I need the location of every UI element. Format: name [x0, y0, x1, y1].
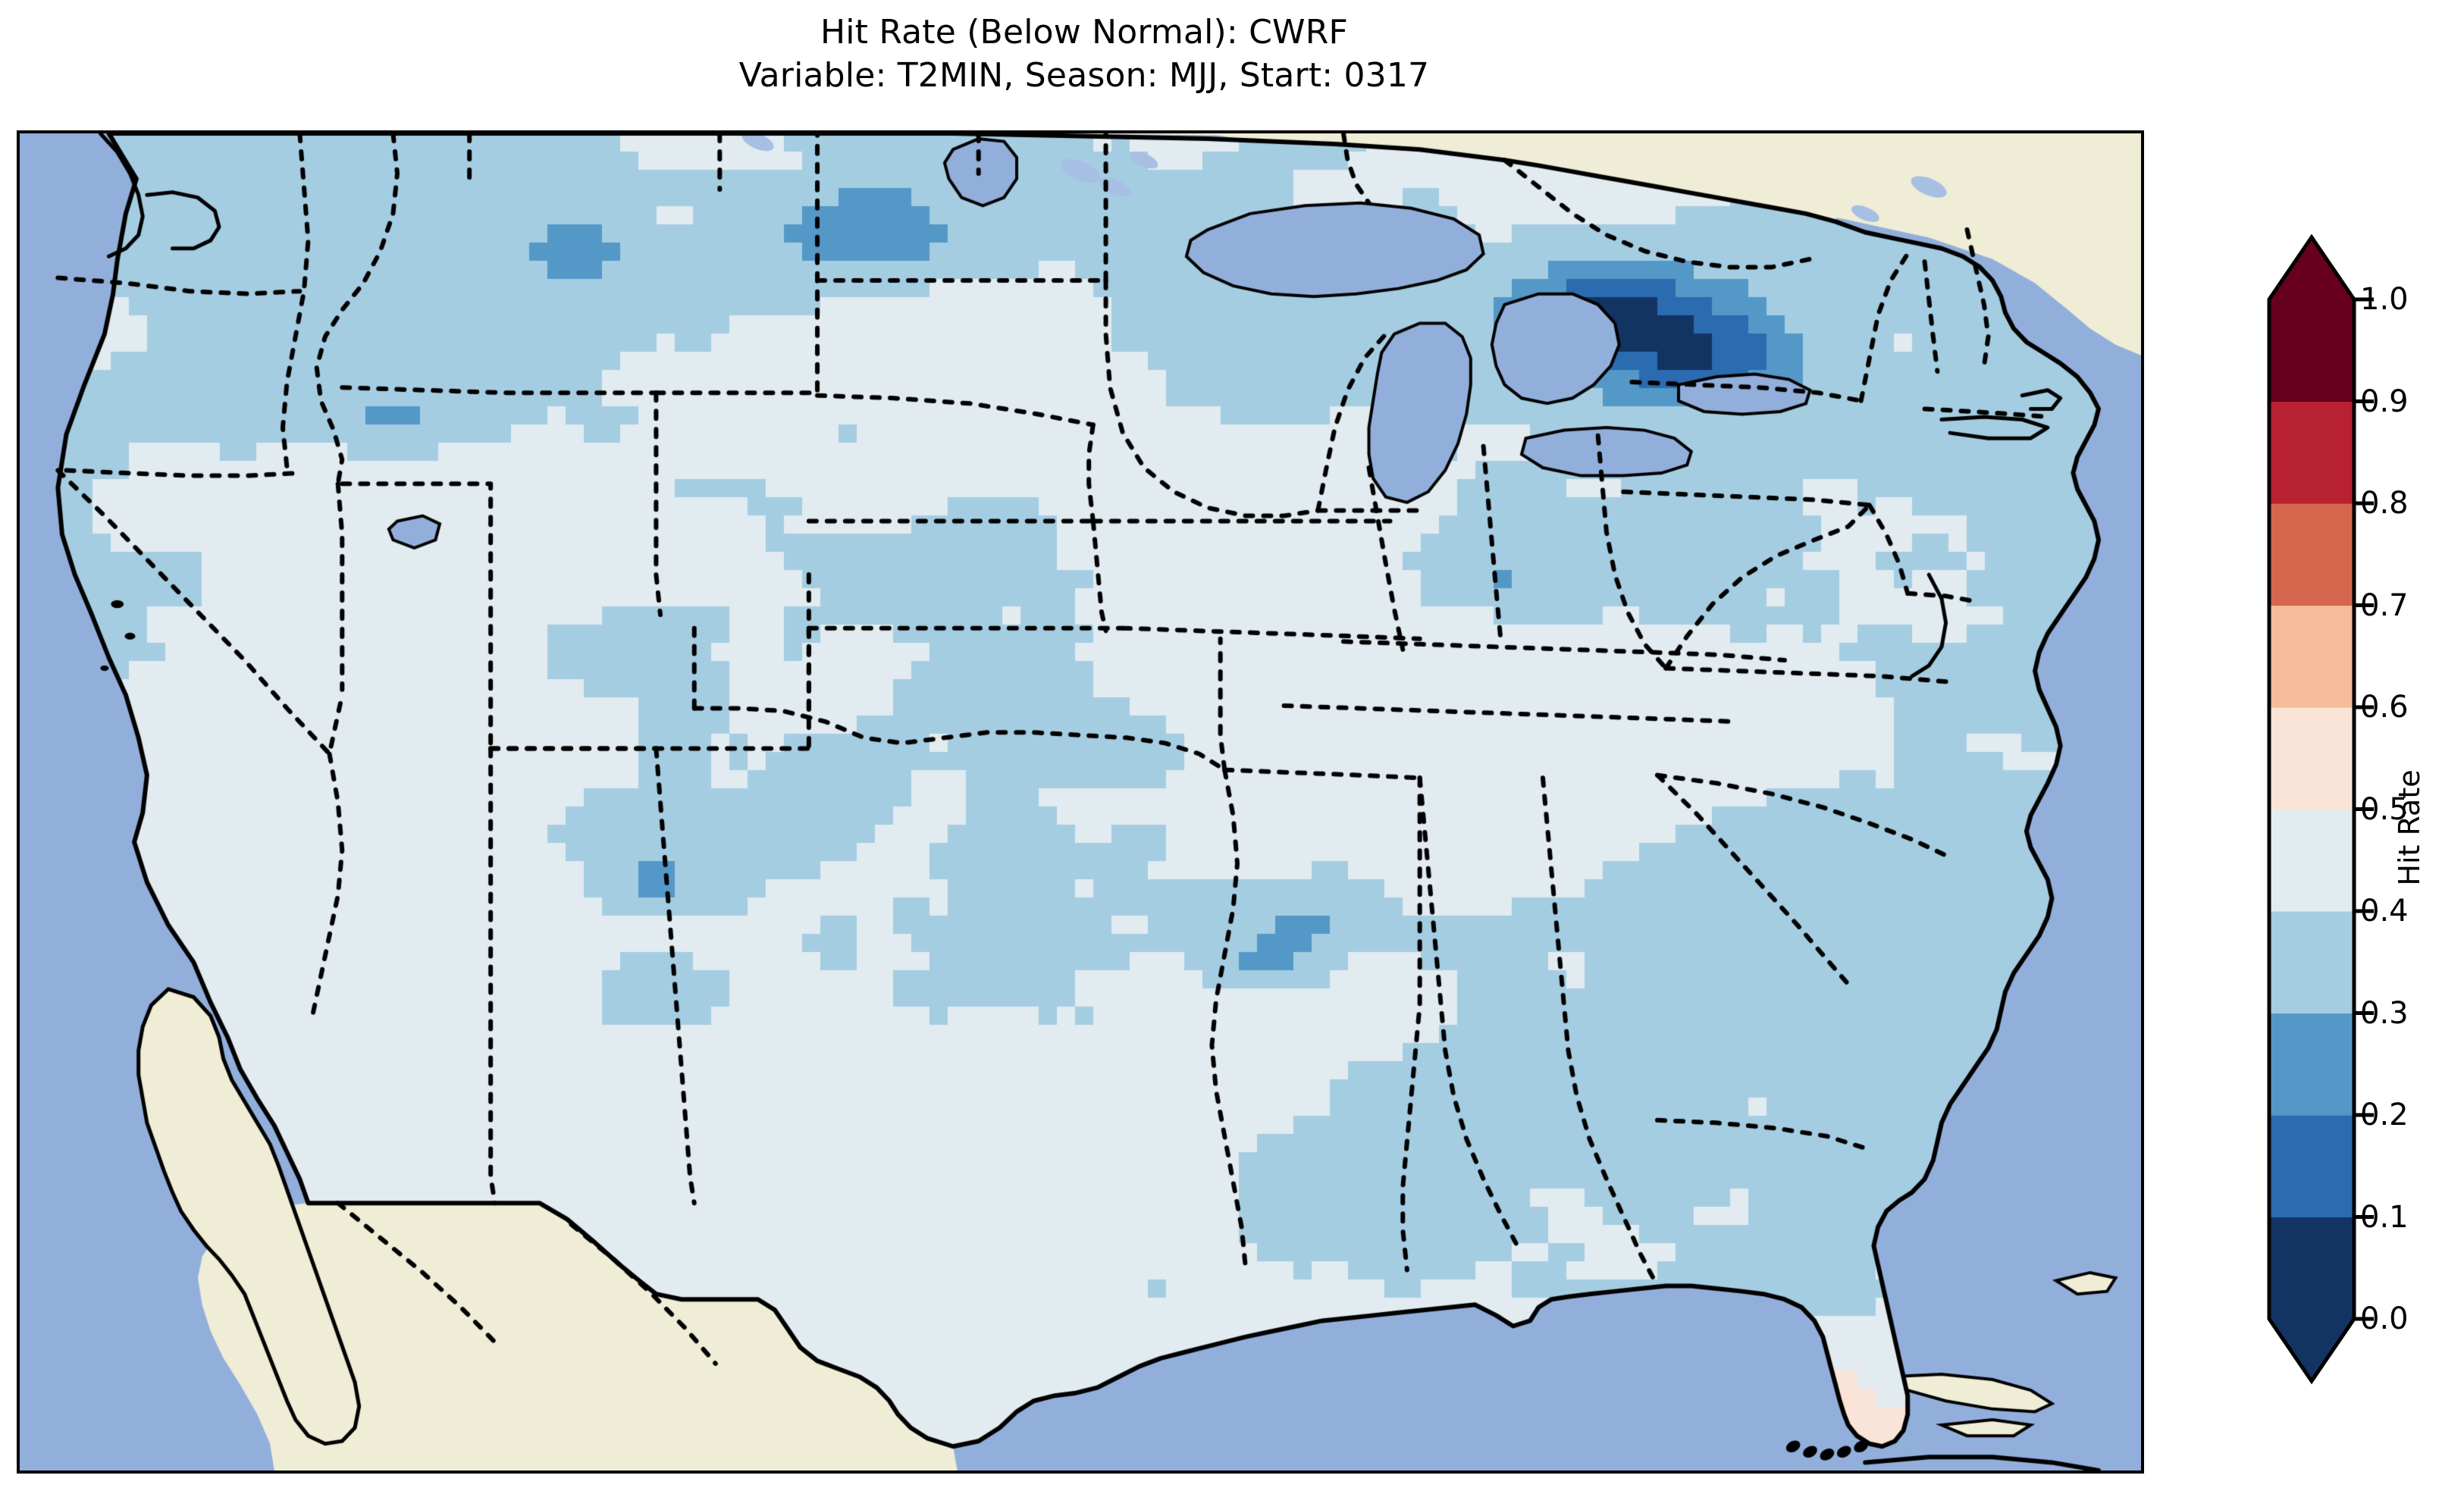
figure-title: Hit Rate (Below Normal): CWRF Variable: …: [0, 11, 2168, 97]
title-line-2: Variable: T2MIN, Season: MJJ, Start: 031…: [738, 56, 1430, 96]
colorbar-axis-label: Hit Rate: [2393, 769, 2426, 886]
colorbar-swatches: [2267, 233, 2374, 1385]
colorbar-tick-0-6: 0.6: [2360, 690, 2409, 725]
colorbar-tick-0-5: 0.5: [2360, 791, 2409, 827]
map-panel: [17, 130, 2144, 1474]
hit-rate-heatmap: [20, 133, 2141, 1471]
colorbar-tick-1-0: 1.0: [2360, 282, 2409, 317]
colorbar-tick-0-2: 0.2: [2360, 1098, 2409, 1132]
colorbar-tick-0-7: 0.7: [2360, 587, 2409, 623]
colorbar-tick-0-4: 0.4: [2360, 894, 2409, 929]
colorbar: 0.0 0.1 0.2 0.3 0.4 0.5 0.6 0.7 0.8 0.9 1.0 Hit Ra…: [2263, 227, 2437, 1429]
title-line-1: Hit Rate (Below Normal): CWRF: [820, 13, 1349, 52]
colorbar-tick-0-3: 0.3: [2360, 995, 2409, 1031]
colorbar-tick-0-1: 0.1: [2360, 1199, 2409, 1235]
colorbar-tick-0-0: 0.0: [2360, 1301, 2409, 1336]
colorbar-tick-0-9: 0.9: [2360, 384, 2409, 419]
colorbar-tick-0-8: 0.8: [2360, 486, 2409, 521]
